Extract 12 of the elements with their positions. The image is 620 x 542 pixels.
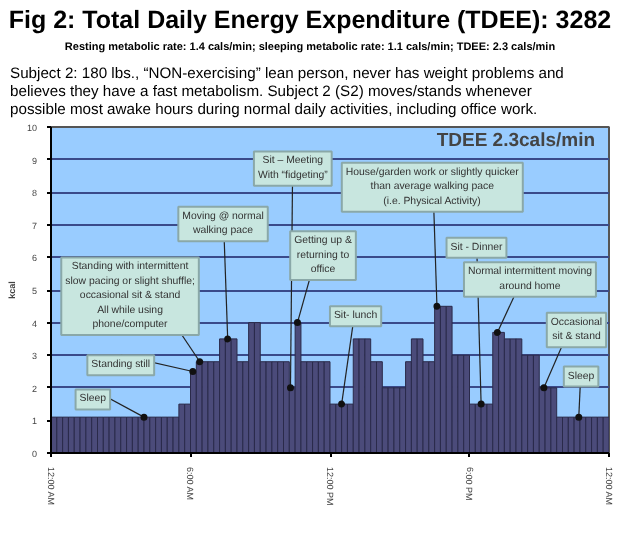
bar	[602, 416, 609, 454]
bar	[532, 354, 540, 454]
bar	[253, 322, 261, 454]
chart-title: Fig 2: Total Daily Energy Expenditure (TDEE): 3282	[8, 4, 612, 38]
bar	[283, 361, 290, 454]
bar	[294, 322, 302, 454]
annotation: TDEE 2.3cals/min	[436, 130, 596, 153]
bar	[550, 387, 558, 454]
bar	[364, 338, 372, 454]
bar	[463, 354, 470, 454]
bar	[376, 361, 383, 454]
bar	[515, 338, 523, 454]
